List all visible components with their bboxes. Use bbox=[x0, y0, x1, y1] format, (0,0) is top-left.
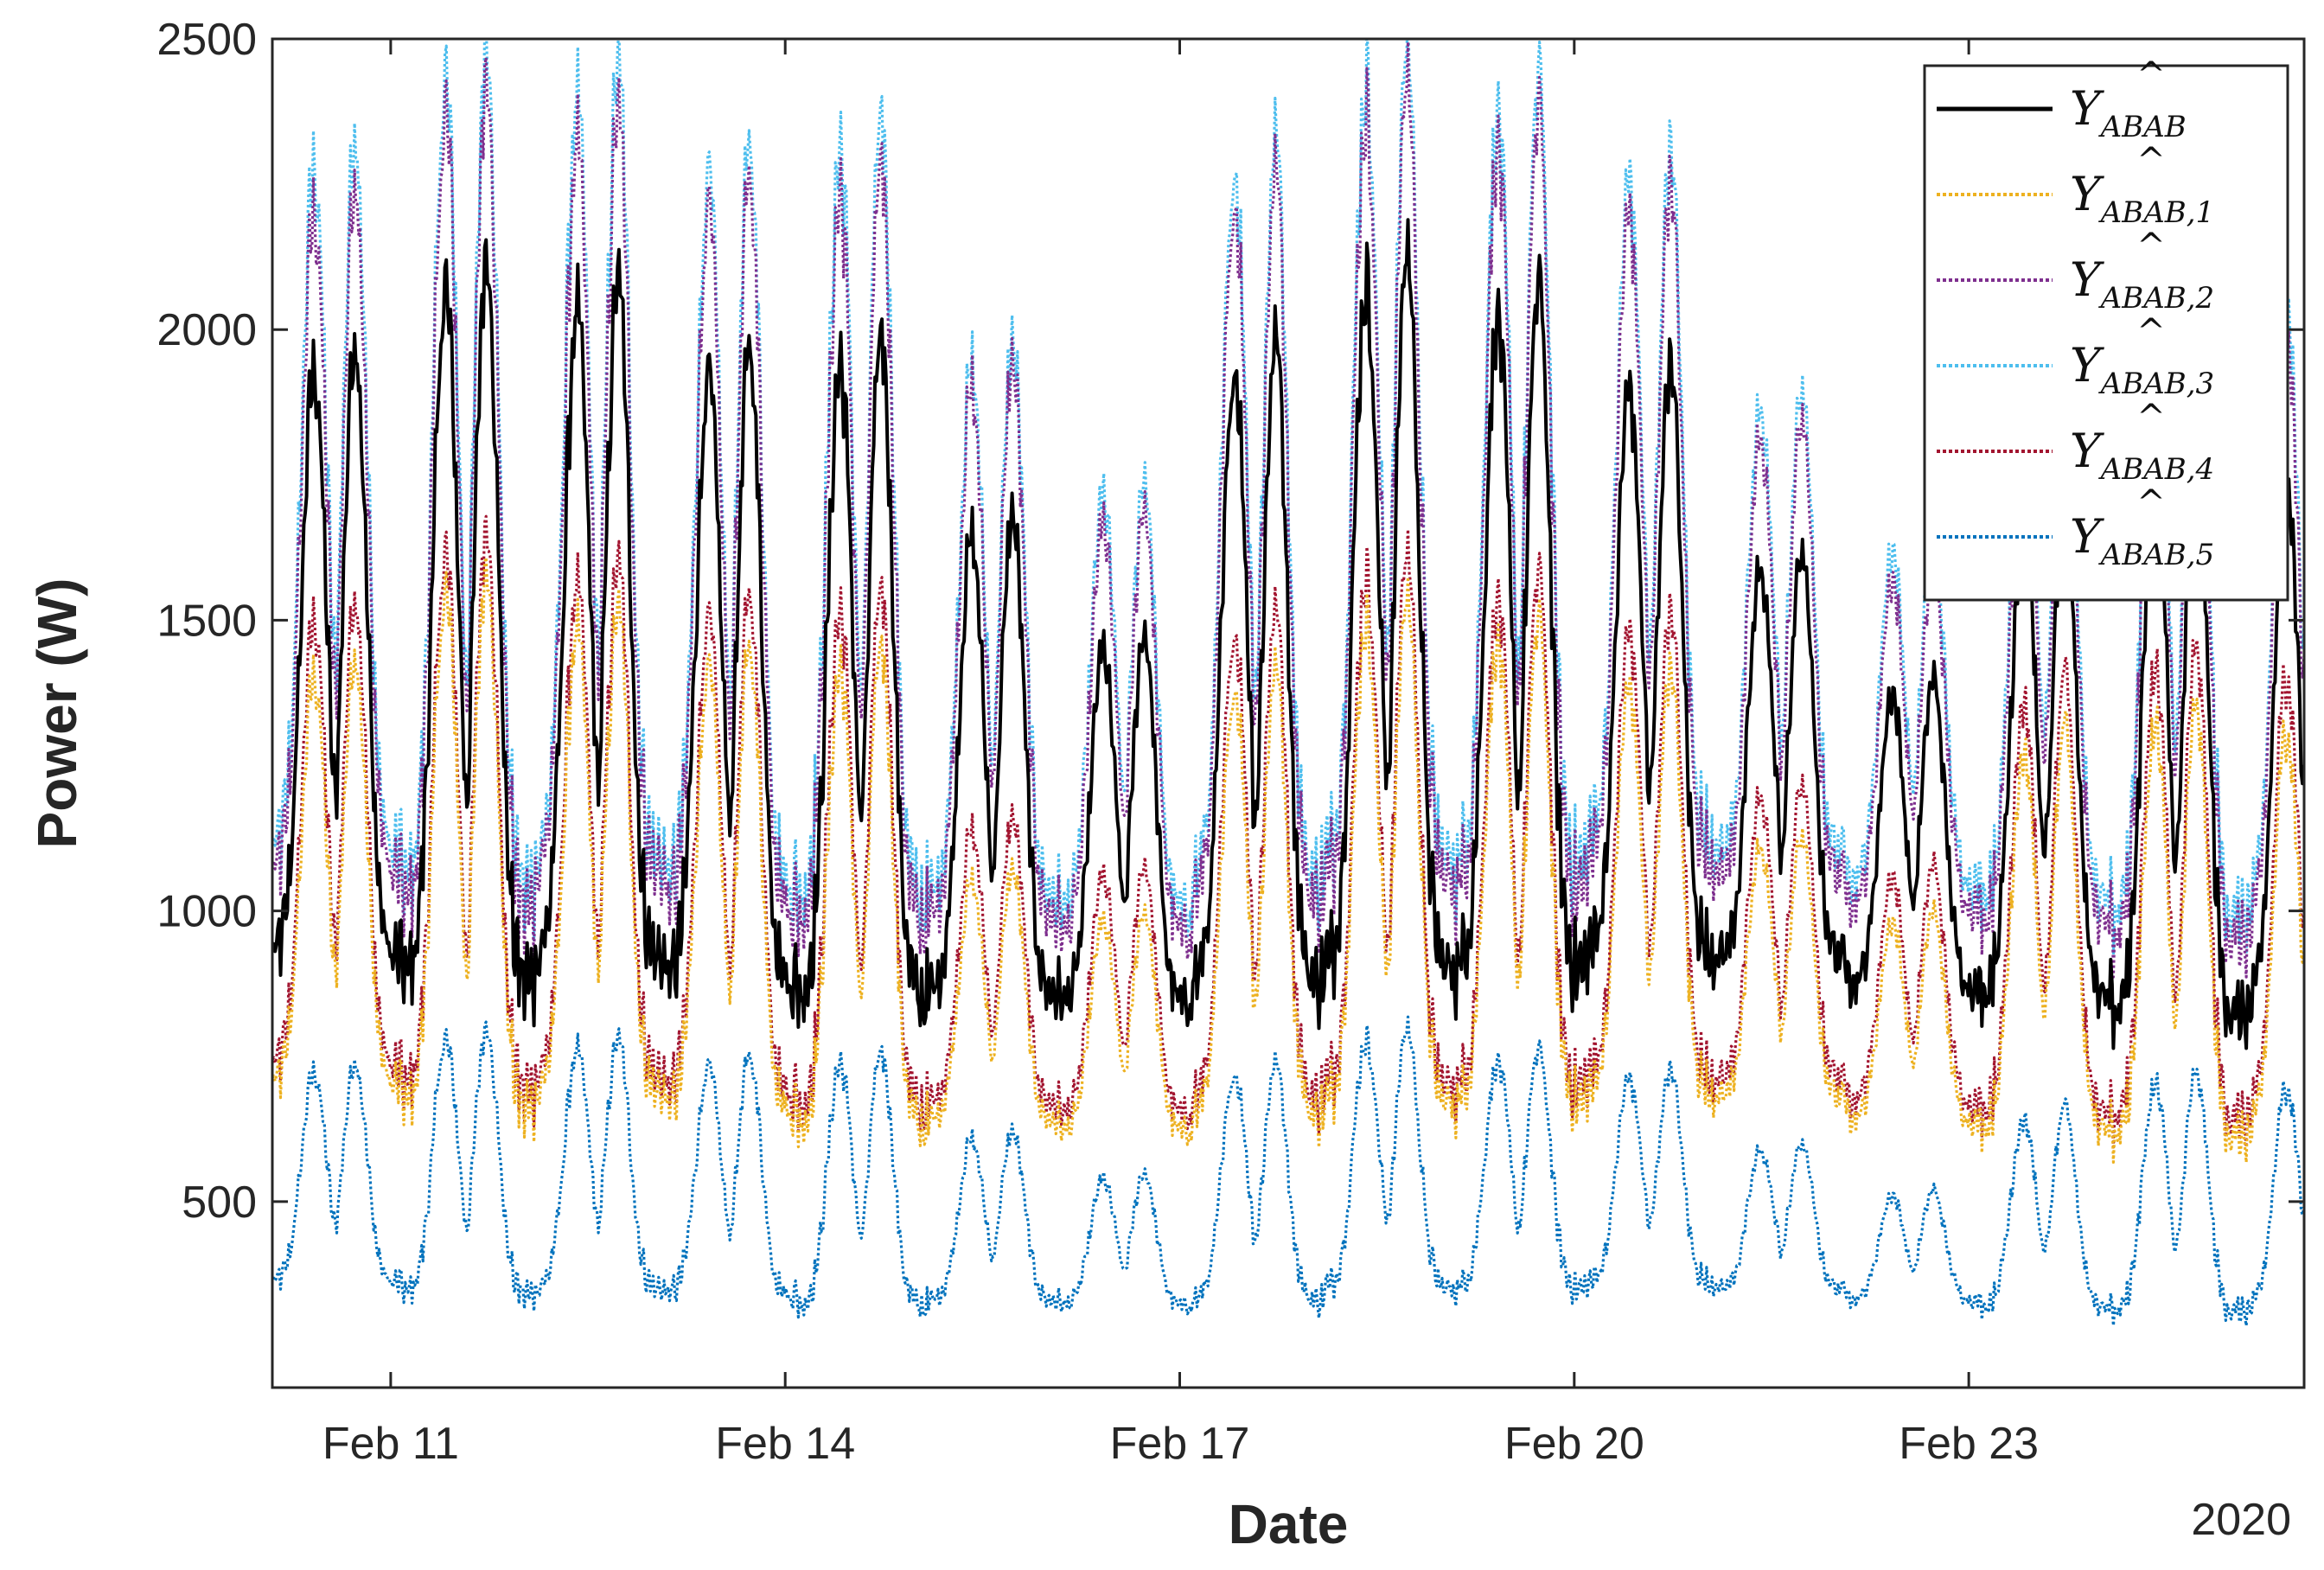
legend-box bbox=[1923, 64, 2289, 602]
legend-hat-icon: ^ bbox=[2136, 312, 2166, 352]
series-layer bbox=[272, 39, 2304, 1327]
legend-subscript: ABAB,5 bbox=[2098, 538, 2215, 572]
x-tick-label: Feb 11 bbox=[322, 1419, 459, 1469]
y-tick-label: 1500 bbox=[156, 596, 257, 646]
legend-hat-icon: ^ bbox=[2136, 55, 2166, 95]
legend-entry-4: YABAB,4 bbox=[2070, 424, 2214, 487]
legend-hat-icon: ^ bbox=[2136, 483, 2166, 523]
plot-frame bbox=[271, 37, 2306, 1389]
legend-entry-0: YABAB bbox=[2070, 81, 2187, 144]
x-tick-label: Feb 14 bbox=[715, 1419, 855, 1469]
legend-entry-2: YABAB,2 bbox=[2070, 252, 2214, 316]
x-tick-label: Feb 23 bbox=[1899, 1419, 2039, 1469]
series-line-0 bbox=[272, 218, 2304, 1050]
year-label: 2020 bbox=[2191, 1495, 2291, 1545]
x-tick-label: Feb 17 bbox=[1110, 1419, 1250, 1469]
legend-subscript: ABAB,4 bbox=[2098, 452, 2215, 487]
legend-subscript: ABAB,2 bbox=[2098, 281, 2215, 316]
legend-subscript: ABAB bbox=[2098, 110, 2187, 144]
y-tick-label: 2000 bbox=[156, 305, 257, 355]
y-tick-label: 500 bbox=[182, 1178, 257, 1228]
series-line-2 bbox=[272, 41, 2304, 979]
ticks-layer: 500 1000 1500 2000 2500 Feb 11 Feb 14 Feb 17 Feb… bbox=[156, 15, 2304, 1469]
y-tick-label: 1000 bbox=[156, 887, 257, 937]
series-line-3 bbox=[272, 39, 2304, 956]
series-line-5 bbox=[272, 1015, 2304, 1327]
legend-hat-icon: ^ bbox=[2136, 141, 2166, 181]
y-axis-title: Power (W) bbox=[26, 578, 88, 849]
legend-hat-icon: ^ bbox=[2136, 398, 2166, 437]
x-tick-label: Feb 20 bbox=[1504, 1419, 1644, 1469]
legend: YABAB^YABAB,1^YABAB,2^YABAB,3^YABAB,4^YA… bbox=[1923, 55, 2289, 602]
legend-hat-icon: ^ bbox=[2136, 227, 2166, 266]
x-axis-title: Date bbox=[1229, 1493, 1349, 1555]
legend-subscript: ABAB,3 bbox=[2098, 367, 2215, 401]
legend-entry-3: YABAB,3 bbox=[2070, 338, 2214, 401]
legend-subscript: ABAB,1 bbox=[2098, 195, 2215, 230]
series-line-1 bbox=[272, 556, 2304, 1165]
legend-entry-1: YABAB,1 bbox=[2070, 167, 2214, 230]
legend-entry-5: YABAB,5 bbox=[2070, 509, 2214, 572]
y-tick-label: 2500 bbox=[156, 15, 257, 65]
